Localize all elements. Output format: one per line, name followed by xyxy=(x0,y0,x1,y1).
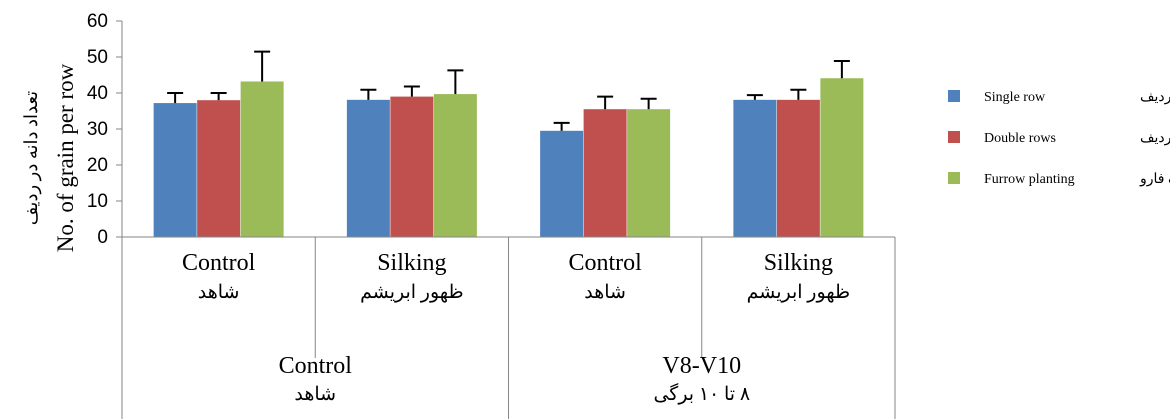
subcategory-label: Silking xyxy=(377,250,446,276)
subcategory-label-fa: ظهور ابریشم xyxy=(747,282,851,303)
legend-label-fa: کف فارو xyxy=(1139,172,1170,187)
legend-label: Single row xyxy=(984,90,1046,105)
y-tick-label: 40 xyxy=(87,83,108,104)
labels-layer: 0 10 20 30 40 50 60 Control شاهد Silking ظهور ابری… xyxy=(87,11,850,405)
subcategory-label: Silking xyxy=(764,250,833,276)
bar-furrow-planting xyxy=(820,78,864,238)
bar-single-row xyxy=(540,130,584,237)
subcategory-label-fa: شاهد xyxy=(584,282,626,303)
bar-furrow-planting xyxy=(433,94,477,237)
bar-double-rows xyxy=(583,109,627,237)
bar-furrow-planting xyxy=(627,109,671,237)
subcategory-label: Control xyxy=(182,250,256,276)
group-label-fa: شاهد xyxy=(294,384,336,405)
bar-double-rows xyxy=(776,99,820,237)
subcategory-label: Control xyxy=(568,250,642,276)
group-label: Control xyxy=(279,353,353,379)
legend-label-fa: یک ردیف xyxy=(1140,90,1170,105)
legend-label-fa: دو ردیف xyxy=(1140,131,1170,146)
y-tick-label: 10 xyxy=(87,191,108,212)
y-tick-label: 60 xyxy=(87,11,108,32)
legend: Single row یک ردیف Double rows دو ردیف Furro… xyxy=(948,90,1170,187)
bar-furrow-planting xyxy=(240,81,284,237)
y-tick-label: 20 xyxy=(87,155,108,176)
subcategory-label-fa: شاهد xyxy=(198,282,240,303)
bar-single-row xyxy=(153,103,197,237)
legend-label: Furrow planting xyxy=(984,172,1075,187)
bar-double-rows xyxy=(390,96,434,237)
group-label: V8-V10 xyxy=(662,353,741,379)
axes-layer xyxy=(116,20,896,419)
y-tick-label: 50 xyxy=(87,47,108,68)
bar-single-row xyxy=(733,99,777,237)
y-tick-label: 30 xyxy=(87,119,108,140)
group-label-fa: ۸ تا ۱۰ برگی xyxy=(653,382,750,405)
y-tick-label: 0 xyxy=(97,227,108,248)
legend-swatch-single-row xyxy=(948,90,960,102)
y-axis-title-fa-group: تعداد دانه در ردیف xyxy=(21,91,42,225)
subcategory-label-fa: ظهور ابریشم xyxy=(360,282,464,303)
legend-swatch-double-rows xyxy=(948,131,960,143)
legend-label: Double rows xyxy=(984,131,1056,146)
y-axis-title-en: No. of grain per row xyxy=(53,63,78,252)
y-axis-title-fa: تعداد دانه در ردیف xyxy=(21,91,42,225)
bar-single-row xyxy=(346,99,390,237)
legend-swatch-furrow-planting xyxy=(948,172,960,184)
bars-layer xyxy=(153,78,864,238)
error-bars-layer xyxy=(167,50,850,131)
bar-double-rows xyxy=(197,100,241,237)
y-axis-title: No. of grain per row xyxy=(53,63,78,252)
